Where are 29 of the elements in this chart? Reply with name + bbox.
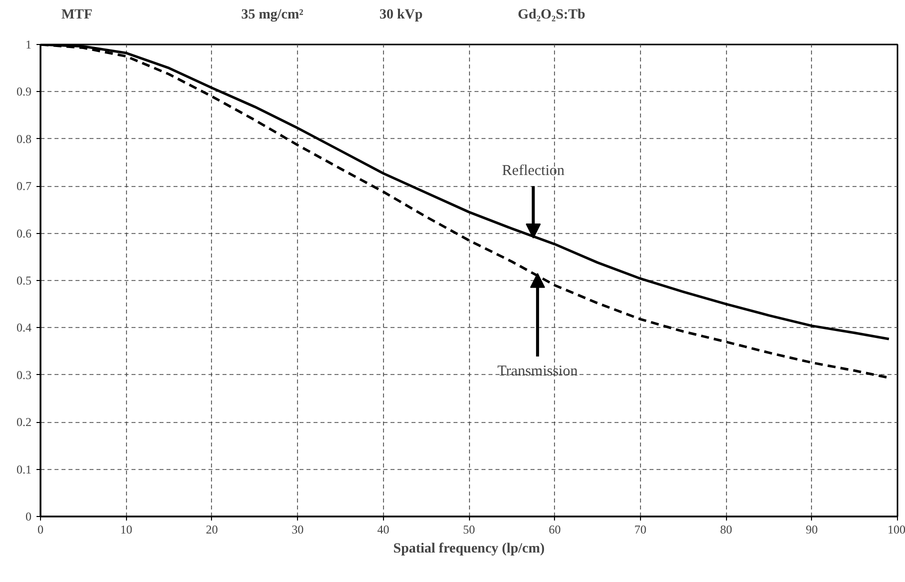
y-tick-label: 0.3: [16, 368, 32, 382]
text: Gd₂O₂S:Tb: [518, 8, 586, 23]
y-tick-label: 0.1: [16, 462, 32, 476]
y-tick-label: 0.6: [16, 226, 32, 240]
x-tick-label: 40: [377, 522, 390, 536]
x-tick-label: 100: [888, 522, 905, 536]
y-tick-label: 0.4: [16, 320, 32, 335]
x-tick-label: 60: [548, 522, 561, 536]
x-tick-label: 50: [463, 522, 475, 536]
x-tick-label: 10: [120, 522, 132, 536]
y-tick-label: 0.8: [16, 132, 32, 146]
y-tick-label: 0: [26, 510, 32, 524]
y-tick-label: 0.9: [16, 84, 32, 99]
annotation: Transmission: [497, 364, 578, 380]
y-tick-label: 1: [26, 38, 32, 52]
annotation: Reflection: [502, 163, 566, 180]
x-tick-label: 20: [206, 522, 218, 536]
y-tick-label: 0.5: [16, 274, 32, 288]
y-axis-title: MTF: [61, 8, 92, 23]
x-tick-label: 0: [38, 522, 44, 536]
x-tick-label: 30: [292, 522, 304, 536]
text: 30 kVp: [380, 8, 423, 23]
x-tick-label: 90: [806, 522, 818, 536]
text: 35 mg/cm²: [241, 8, 304, 23]
y-tick-label: 0.2: [16, 415, 32, 430]
x-axis-title: Spatial frequency (lp/cm): [393, 542, 546, 556]
y-tick-label: 0.7: [16, 179, 32, 194]
x-tick-label: 80: [720, 522, 732, 536]
x-tick-label: 70: [634, 522, 646, 536]
